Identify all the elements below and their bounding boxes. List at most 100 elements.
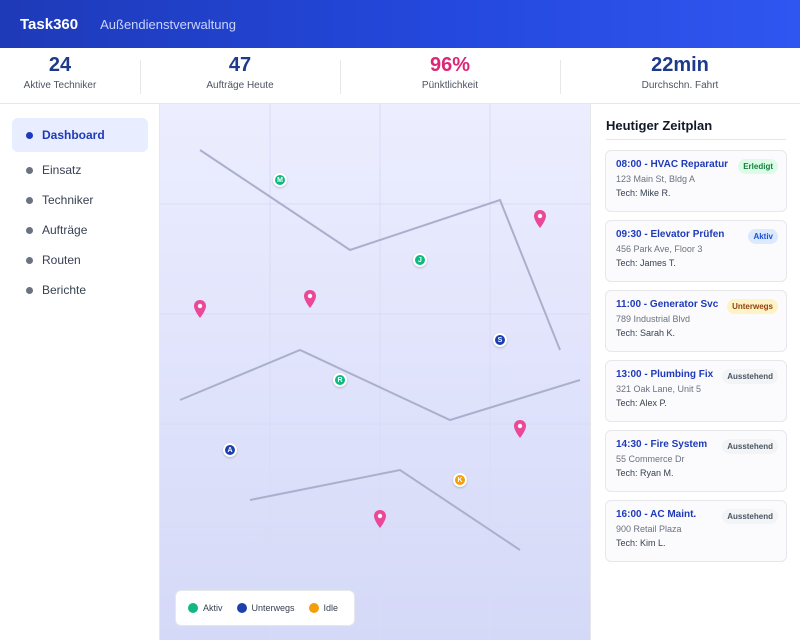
stat-label: Aktive Techniker: [23, 80, 97, 91]
map-view[interactable]: M J S R A K Aktiv Unterwegs Idle: [160, 104, 590, 640]
job-address: 789 Industrial Blvd: [616, 314, 691, 324]
map-roads: [160, 104, 590, 640]
job-title: 08:00 - HVAC Reparatur: [616, 159, 729, 170]
divider: [606, 139, 786, 140]
schedule-title: Heutiger Zeitplan: [606, 118, 713, 133]
marker-letter: K: [457, 476, 463, 484]
job-technician: Tech: Mike R.: [616, 188, 671, 198]
stat-label: Aufträge Heute: [206, 80, 274, 91]
job-technician: Tech: Sarah K.: [616, 328, 676, 338]
app-logo[interactable]: Task360: [20, 15, 79, 33]
location-pin-icon[interactable]: [303, 290, 317, 308]
sidebar-item-einsatz[interactable]: Einsatz: [12, 153, 148, 187]
stat-punctuality: 96% Pünktlichkeit: [340, 48, 560, 104]
status-dot-icon: [236, 603, 247, 613]
location-pin-icon[interactable]: [533, 210, 547, 228]
stat-value: 96%: [429, 54, 471, 76]
stat-divider: [140, 60, 141, 94]
job-technician: Tech: Ryan M.: [616, 468, 674, 478]
stat-value: 22min: [651, 54, 709, 76]
legend-label: Idle: [323, 603, 339, 613]
technician-marker[interactable]: S: [493, 333, 507, 347]
sidebar-item-label: Dashboard: [42, 128, 105, 142]
legend-item-aktiv: Aktiv: [188, 603, 223, 613]
bullet-icon: [26, 131, 33, 139]
job-title: 14:30 - Fire System: [616, 439, 708, 450]
technician-marker[interactable]: A: [223, 443, 237, 457]
technician-marker[interactable]: R: [333, 373, 347, 387]
bullet-icon: [26, 166, 33, 174]
location-pin-icon[interactable]: [373, 510, 387, 528]
technician-marker[interactable]: J: [413, 253, 427, 267]
sidebar-item-label: Einsatz: [42, 163, 82, 177]
schedule-panel: Heutiger Zeitplan 08:00 - HVAC Reparatur…: [590, 104, 800, 640]
sidebar-item-auftraege[interactable]: Aufträge: [12, 213, 148, 247]
bullet-icon: [26, 256, 33, 264]
status-badge: Ausstehend: [722, 509, 778, 524]
map-legend: Aktiv Unterwegs Idle: [175, 590, 355, 626]
status-badge: Aktiv: [748, 229, 778, 244]
sidebar-item-dashboard[interactable]: Dashboard: [12, 118, 148, 152]
stat-active-technicians: 24 Aktive Techniker: [0, 48, 120, 104]
job-address: 123 Main St, Bldg A: [616, 174, 696, 184]
marker-letter: M: [277, 176, 283, 184]
bullet-icon: [26, 196, 33, 204]
schedule-card[interactable]: 14:30 - Fire System 55 Commerce Dr Tech:…: [605, 430, 787, 492]
job-address: 456 Park Ave, Floor 3: [616, 244, 703, 254]
job-technician: Tech: Kim L.: [616, 538, 666, 548]
job-address: 900 Retail Plaza: [616, 524, 682, 534]
sidebar-item-label: Routen: [42, 253, 81, 267]
technician-marker[interactable]: M: [273, 173, 287, 187]
stat-value: 47: [228, 54, 252, 76]
marker-letter: J: [418, 256, 422, 264]
schedule-card[interactable]: 13:00 - Plumbing Fix 321 Oak Lane, Unit …: [605, 360, 787, 422]
job-technician: Tech: James T.: [616, 258, 676, 268]
bullet-icon: [26, 226, 33, 234]
location-pin-icon[interactable]: [193, 300, 207, 318]
legend-label: Aktiv: [203, 603, 223, 613]
stat-divider: [340, 60, 341, 94]
job-address: 321 Oak Lane, Unit 5: [616, 384, 702, 394]
job-title: 11:00 - Generator Svc: [616, 299, 719, 310]
schedule-card[interactable]: 16:00 - AC Maint. 900 Retail Plaza Tech:…: [605, 500, 787, 562]
sidebar-item-routen[interactable]: Routen: [12, 243, 148, 277]
legend-label: Unterwegs: [251, 603, 295, 613]
stat-label: Durchschn. Fahrt: [641, 80, 719, 91]
stat-divider: [560, 60, 561, 94]
sidebar-item-berichte[interactable]: Berichte: [12, 273, 148, 307]
status-badge: Ausstehend: [722, 369, 778, 384]
bullet-icon: [26, 286, 33, 294]
schedule-card[interactable]: 09:30 - Elevator Prüfen 456 Park Ave, Fl…: [605, 220, 787, 282]
schedule-card[interactable]: 08:00 - HVAC Reparatur 123 Main St, Bldg…: [605, 150, 787, 212]
job-technician: Tech: Alex P.: [616, 398, 667, 408]
status-dot-icon: [308, 603, 319, 613]
stat-value: 24: [48, 54, 72, 76]
status-badge: Erledigt: [738, 159, 778, 174]
marker-letter: R: [337, 376, 343, 384]
status-dot-icon: [188, 603, 198, 613]
stats-bar: 24 Aktive Techniker 47 Aufträge Heute 96…: [0, 48, 800, 104]
schedule-card[interactable]: 11:00 - Generator Svc 789 Industrial Blv…: [605, 290, 787, 352]
stat-label: Pünktlichkeit: [421, 80, 479, 91]
sidebar-item-label: Berichte: [42, 283, 87, 297]
marker-letter: S: [497, 336, 503, 344]
job-title: 09:30 - Elevator Prüfen: [616, 229, 725, 240]
sidebar-item-techniker[interactable]: Techniker: [12, 183, 148, 217]
legend-item-unterwegs: Unterwegs: [236, 603, 295, 613]
sidebar-item-label: Aufträge: [42, 223, 88, 237]
app-subtitle: Außendienstverwaltung: [100, 16, 236, 32]
stat-orders-today: 47 Aufträge Heute: [140, 48, 340, 104]
app-header: Task360 Außendienstverwaltung: [0, 0, 800, 48]
job-title: 13:00 - Plumbing Fix: [616, 369, 714, 380]
status-badge: Ausstehend: [722, 439, 778, 454]
job-title: 16:00 - AC Maint.: [616, 509, 697, 520]
job-address: 55 Commerce Dr: [616, 454, 685, 464]
status-badge: Unterwegs: [727, 299, 778, 314]
technician-marker[interactable]: K: [453, 473, 467, 487]
sidebar: Dashboard Einsatz Techniker Aufträge Rou…: [0, 104, 160, 640]
legend-item-idle: Idle: [308, 603, 339, 613]
marker-letter: A: [227, 446, 233, 454]
stat-avg-travel: 22min Durchschn. Fahrt: [560, 48, 800, 104]
location-pin-icon[interactable]: [513, 420, 527, 438]
sidebar-item-label: Techniker: [42, 193, 94, 207]
